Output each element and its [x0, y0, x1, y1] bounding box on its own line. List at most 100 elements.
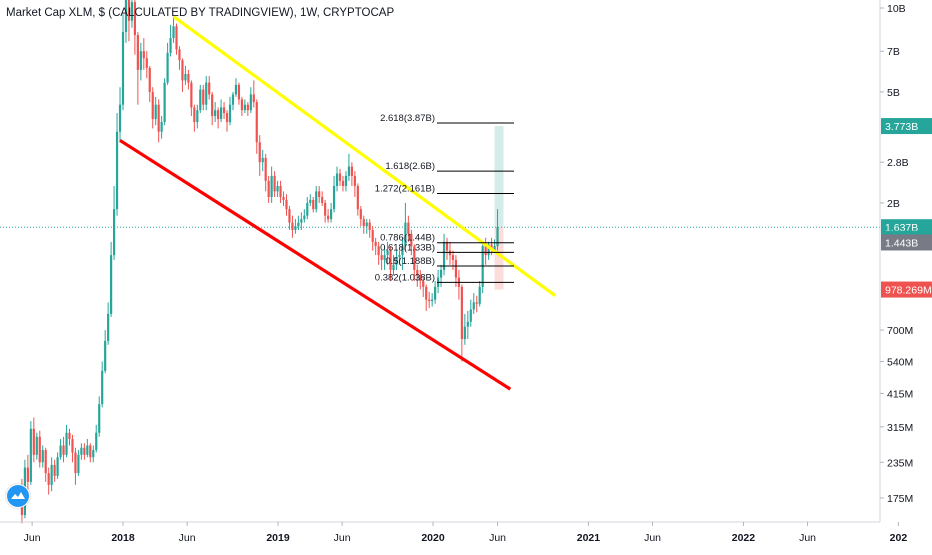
fib-level-label: 0.786(1.44B) — [380, 233, 435, 244]
candle-body — [410, 233, 413, 247]
fibonacci-levels[interactable]: 2.618(3.87B) 1.618(2.6B) 1.272(2.161B) 0.78… — [375, 113, 514, 283]
candle-body — [71, 438, 74, 453]
chart-title: Market Cap XLM, $ (CALCULATED BY TRADING… — [6, 7, 395, 19]
candle-body — [231, 94, 235, 105]
candle-body — [68, 432, 71, 439]
candle-body — [341, 180, 345, 187]
candle-body — [389, 250, 392, 270]
candle-body — [407, 222, 410, 234]
candle-body — [350, 166, 353, 176]
price-tick-label: 175M — [887, 493, 913, 505]
candle-body — [222, 107, 226, 114]
candle-body — [312, 199, 315, 210]
fib-level-label: 0.382(1.038B) — [375, 272, 435, 283]
support-trendline[interactable] — [119, 139, 512, 391]
price-tick-label: 5B — [887, 87, 900, 99]
candles — [20, 0, 499, 524]
candle-body — [86, 445, 89, 455]
candle-body — [80, 447, 83, 455]
candle-body — [327, 215, 330, 220]
candle-body — [469, 309, 472, 322]
candle-body — [335, 173, 339, 187]
candle-body — [101, 370, 104, 405]
candle-body — [44, 450, 47, 474]
candle-body — [32, 428, 35, 455]
time-tick-label: 2020 — [421, 532, 445, 544]
price-tick-label: 2B — [887, 198, 900, 210]
time-tick-label: Jun — [24, 532, 41, 544]
candle-body — [246, 104, 249, 111]
candle-body — [329, 209, 333, 220]
candle-body — [422, 280, 425, 287]
candle-body — [303, 215, 306, 220]
candle-body — [484, 246, 487, 256]
candle-body — [62, 445, 65, 455]
price-badge-label: 1.443B — [885, 237, 918, 249]
candle-body — [288, 209, 291, 223]
price-tick-label: 700M — [887, 325, 913, 337]
resistance-trendline[interactable] — [173, 15, 557, 297]
candle-body — [413, 246, 416, 270]
candle-body — [187, 73, 190, 83]
candle-body — [145, 58, 148, 68]
candle-body — [148, 67, 151, 92]
candle-body — [92, 450, 95, 458]
candle-body — [20, 501, 24, 516]
candle-body — [398, 255, 401, 257]
candle-body — [496, 227, 499, 247]
candle-body — [297, 222, 300, 227]
candle-body — [35, 436, 38, 455]
candle-body — [315, 191, 318, 210]
candle-body — [160, 122, 163, 132]
candle-body — [104, 340, 107, 371]
trendlines[interactable] — [119, 15, 557, 391]
candle-body — [270, 175, 273, 198]
axes — [0, 0, 881, 523]
candle-body — [50, 464, 53, 485]
candle-body — [47, 473, 50, 485]
candle-body — [401, 246, 404, 256]
candle-body — [442, 241, 446, 270]
candle-body — [41, 450, 44, 463]
candle-body — [463, 326, 466, 340]
time-tick-label: Jun — [644, 532, 661, 544]
stop-zone — [494, 227, 504, 290]
candle-body — [89, 445, 92, 458]
candle-body — [332, 186, 336, 210]
candle-body — [193, 107, 196, 123]
candle-body — [374, 241, 377, 247]
candle-body — [439, 269, 443, 278]
candle-body — [110, 255, 113, 314]
candle-body — [196, 110, 199, 123]
candle-body — [255, 102, 258, 143]
candle-body — [404, 222, 407, 247]
price-tick-label: 315M — [887, 422, 913, 434]
candle-body — [425, 286, 428, 300]
price-axis[interactable]: 10B 7B 5B 2.8B 2B 700M 540M 415M 315M 235M 175M — [880, 3, 913, 505]
candle-body — [56, 457, 59, 476]
target-zone — [494, 126, 504, 228]
candle-body — [291, 222, 294, 230]
candle-body — [395, 256, 398, 265]
candle-body — [392, 264, 395, 270]
position-zones — [494, 126, 504, 290]
candle-body — [419, 275, 422, 281]
candle-body — [475, 302, 478, 304]
price-badge — [881, 234, 932, 251]
candle-body — [172, 26, 175, 39]
candle-body — [300, 219, 303, 223]
candle-body — [127, 0, 131, 21]
candle-body — [359, 209, 362, 220]
time-axis[interactable]: Jun 2018 Jun 2019 Jun 2020 Jun 2021 Jun 2022 Jun 20… — [24, 522, 908, 544]
candle-body — [258, 142, 261, 163]
candle-body — [77, 454, 80, 474]
tradingview-logo[interactable] — [6, 484, 30, 508]
candle-body — [377, 246, 380, 256]
candle-body — [234, 84, 238, 95]
candle-body — [306, 202, 309, 216]
candle-body — [285, 199, 288, 210]
